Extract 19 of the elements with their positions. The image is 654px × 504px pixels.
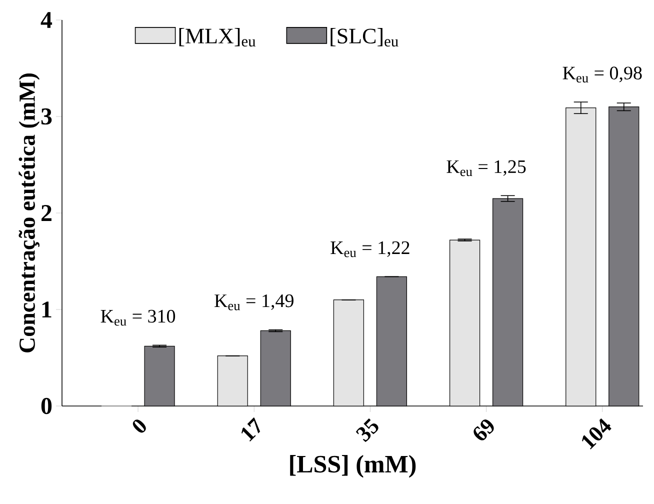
legend-label: [SLC]$_{eu}$	[330, 28, 398, 47]
annotation: K$_{eu}$ = 1,22	[330, 241, 410, 258]
y-tick-label: 1	[42, 302, 52, 318]
x-tick-label: 35	[356, 418, 378, 442]
annotation: K$_{eu}$ = 1,49	[214, 294, 294, 310]
y-tick-label: 0	[41, 398, 52, 414]
x-tick-label: 0	[132, 420, 146, 433]
y-axis-title: Concentração eutética (mM)	[18, 73, 40, 352]
x-tick-label: 69	[474, 420, 494, 440]
y-tick-label: 4	[40, 12, 52, 28]
x-tick-label: 104	[582, 418, 612, 450]
y-tick-label: 2	[41, 205, 52, 221]
x-axis-title: [LSS] (mM)	[290, 455, 416, 478]
annotation: K$_{eu}$ = 0,98	[562, 66, 642, 82]
y-tick-label: 3	[41, 108, 52, 125]
annotation: K$_{eu}$ = 310	[100, 310, 176, 326]
x-tick-label: 17	[242, 417, 260, 442]
legend-label: [MLX]$_{eu}$	[179, 28, 256, 47]
annotation: K$_{eu}$ = 1,25	[446, 160, 526, 176]
